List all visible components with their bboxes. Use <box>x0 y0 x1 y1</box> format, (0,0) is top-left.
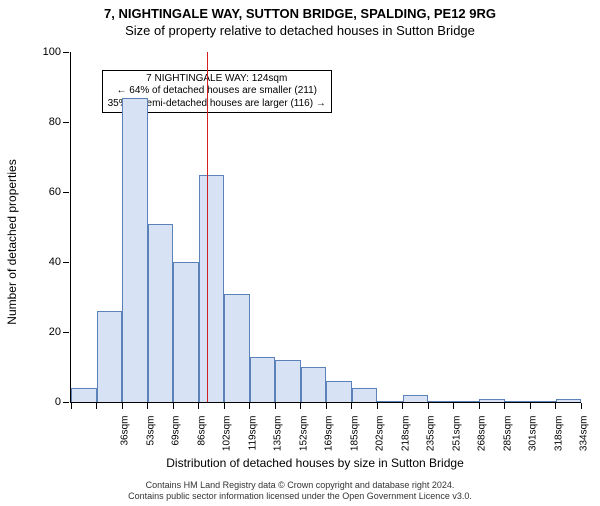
histogram-bar <box>530 401 556 402</box>
y-tick-label: 20 <box>49 326 61 338</box>
x-tick <box>555 403 556 409</box>
y-tick <box>63 402 69 403</box>
x-tick <box>224 403 225 409</box>
histogram-bar <box>122 98 148 403</box>
y-tick <box>63 192 69 193</box>
histogram-bar <box>556 399 582 403</box>
x-tick <box>173 403 174 409</box>
attribution-footer: Contains HM Land Registry data © Crown c… <box>0 480 600 502</box>
histogram-bar <box>301 367 327 402</box>
histogram-bar <box>326 381 352 402</box>
x-tick <box>377 403 378 409</box>
histogram-bar <box>454 401 480 402</box>
x-tick <box>275 403 276 409</box>
histogram-bar <box>97 311 123 402</box>
x-tick <box>326 403 327 409</box>
y-tick-label: 0 <box>55 396 61 408</box>
y-tick-label: 40 <box>49 256 61 268</box>
histogram-bar <box>505 401 531 402</box>
x-tick <box>249 403 250 409</box>
x-tick <box>530 403 531 409</box>
x-tick <box>71 403 72 409</box>
x-tick <box>300 403 301 409</box>
histogram-bar <box>224 294 250 403</box>
footer-line: Contains public sector information licen… <box>0 491 600 502</box>
chart-supertitle: 7, NIGHTINGALE WAY, SUTTON BRIDGE, SPALD… <box>0 6 600 21</box>
y-tick-label: 80 <box>49 116 61 128</box>
annotation-line: ← 64% of detached houses are smaller (21… <box>108 85 326 98</box>
chart-container: Number of detached properties 7 NIGHTING… <box>50 52 580 432</box>
y-tick <box>63 332 69 333</box>
x-axis-label: Distribution of detached houses by size … <box>50 456 580 470</box>
histogram-bar <box>403 395 429 402</box>
x-tick-label: 334sqm <box>579 416 590 466</box>
histogram-bar <box>275 360 301 402</box>
histogram-bar <box>148 224 174 403</box>
y-tick <box>63 262 69 263</box>
histogram-bar <box>250 357 276 403</box>
x-tick <box>351 403 352 409</box>
x-tick <box>122 403 123 409</box>
x-tick <box>198 403 199 409</box>
y-tick-label: 100 <box>43 46 61 58</box>
x-tick <box>147 403 148 409</box>
histogram-bar <box>428 401 454 402</box>
x-tick <box>402 403 403 409</box>
y-axis-label: Number of detached properties <box>5 159 19 324</box>
plot-area: 7 NIGHTINGALE WAY: 124sqm ← 64% of detac… <box>70 52 581 403</box>
reference-line <box>207 52 208 402</box>
x-tick <box>479 403 480 409</box>
footer-line: Contains HM Land Registry data © Crown c… <box>0 480 600 491</box>
x-tick <box>581 403 582 409</box>
histogram-bar <box>71 388 97 402</box>
histogram-bar <box>352 388 378 402</box>
x-tick <box>96 403 97 409</box>
histogram-bar <box>199 175 225 403</box>
y-tick <box>63 122 69 123</box>
x-tick <box>453 403 454 409</box>
histogram-bar <box>377 401 403 402</box>
x-tick <box>428 403 429 409</box>
chart-title: Size of property relative to detached ho… <box>0 23 600 38</box>
histogram-bar <box>479 399 505 403</box>
y-tick-label: 60 <box>49 186 61 198</box>
annotation-line: 7 NIGHTINGALE WAY: 124sqm <box>108 73 326 86</box>
y-tick <box>63 52 69 53</box>
histogram-bar <box>173 262 199 402</box>
x-tick <box>504 403 505 409</box>
